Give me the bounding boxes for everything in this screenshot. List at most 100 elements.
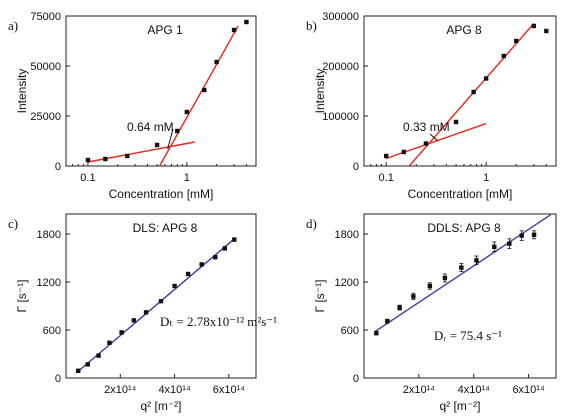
annotation-text: 0.64 mM: [127, 120, 174, 134]
x-axis-label: Concentration [mM]: [408, 187, 513, 201]
plot-frame: [65, 15, 257, 167]
data-point: [531, 232, 537, 237]
data-point: [158, 299, 164, 304]
data-point: [427, 283, 433, 289]
y-tick-label: 1200: [37, 277, 61, 289]
data-point: [154, 142, 160, 148]
data-point: [232, 237, 237, 242]
data-point: [107, 340, 112, 345]
panel-title: DLS: APG 8: [133, 221, 198, 235]
fit-line: [158, 25, 239, 167]
data-point: [459, 265, 464, 270]
chart-panel-1: 0.1 1 0 25000 50000 75000 a) APG 1 Concentration…: [8, 11, 257, 201]
x-tick-label: 1: [184, 172, 190, 184]
data-point: [103, 156, 108, 162]
data-point: [85, 362, 90, 367]
plot-frame: [363, 15, 557, 167]
data-point: [172, 283, 177, 289]
chart-panel-4: 2x10¹⁴ 4x10¹⁴ 6x10¹⁴ 0 600 1200 1800 d) DDLS: AP…: [306, 213, 557, 413]
data-point: [514, 38, 519, 44]
data-point: [199, 262, 204, 267]
annotation-leader: [429, 133, 439, 142]
panel-label: a): [8, 18, 18, 33]
panel-title: APG 1: [147, 23, 183, 37]
y-tick-label: 100000: [322, 111, 359, 123]
data-point: [214, 59, 219, 65]
x-axis-label: Concentration [mM]: [109, 187, 214, 201]
data-point: [244, 19, 249, 25]
y-tick-label: 50000: [30, 61, 61, 73]
data-point: [501, 53, 506, 59]
y-tick-label: 1200: [335, 277, 359, 289]
data-point: [474, 258, 479, 263]
chart-panel-3: 2x10¹⁴ 4x10¹⁴ 6x10¹⁴ 0 600 1200 1800 c) DLS: APG…: [8, 213, 277, 413]
x-tick-label: 2x10¹⁴: [104, 384, 137, 396]
y-axis-label: Intensity: [313, 69, 327, 114]
data-point: [471, 89, 476, 95]
y-tick-label: 25000: [30, 111, 61, 123]
fit-line: [76, 238, 235, 373]
data-point: [411, 294, 416, 299]
x-tick-label: 0.1: [80, 172, 95, 184]
y-axis-label: Γ [s⁻¹]: [313, 280, 327, 313]
y-tick-label: 300000: [322, 11, 359, 23]
y-tick-label: 75000: [30, 11, 61, 23]
data-point: [519, 233, 524, 238]
annotation-leader: [167, 128, 174, 150]
y-tick-label: 0: [55, 373, 61, 385]
annotation-text: Dₜ = 2.78x10⁻¹² m²s⁻¹: [160, 314, 277, 329]
data-point: [119, 330, 124, 335]
data-point: [231, 27, 237, 33]
data-point: [96, 353, 101, 358]
x-tick-label: 4x10¹⁴: [158, 384, 191, 396]
data-point: [213, 255, 218, 260]
fit-line: [408, 23, 535, 167]
data-point: [383, 153, 389, 159]
data-point: [125, 153, 130, 159]
panel-title: DDLS: APG 8: [427, 221, 501, 235]
x-tick-label: 2x10¹⁴: [403, 384, 436, 396]
data-point: [453, 119, 459, 125]
y-tick-label: 0: [353, 373, 359, 385]
plot-frame: [65, 213, 257, 379]
y-tick-label: 200000: [322, 61, 359, 73]
data-point: [374, 331, 379, 336]
data-point: [483, 76, 489, 81]
data-point: [423, 141, 429, 146]
y-tick-label: 600: [341, 325, 359, 337]
x-tick-label: 0.1: [379, 172, 394, 184]
y-tick-label: 0: [353, 161, 359, 173]
x-tick-label: 6x10¹⁴: [512, 384, 545, 396]
data-point: [385, 319, 390, 324]
chart-panel-2: 0.1 1 0 100000 200000 300000 b) APG 8 Concentrat…: [306, 11, 557, 201]
annotation-text: Dᵣ = 75.4 s⁻¹: [434, 328, 502, 343]
data-point: [131, 318, 137, 323]
data-point: [401, 149, 406, 155]
data-point: [202, 87, 207, 93]
y-tick-label: 600: [43, 325, 61, 337]
panel-label: c): [8, 216, 18, 231]
data-point: [507, 241, 512, 246]
x-tick-label: 4x10¹⁴: [458, 384, 491, 396]
x-tick-label: 1: [483, 172, 489, 184]
panel-label: d): [306, 216, 317, 231]
data-point: [185, 271, 191, 277]
data-point: [492, 244, 497, 249]
annotation-text: 0.33 mM: [403, 120, 450, 134]
x-axis-label: q² [m⁻²]: [440, 399, 481, 413]
panel-label: b): [306, 18, 317, 33]
y-axis-label: Γ [s⁻¹]: [15, 280, 29, 313]
y-tick-label: 1800: [37, 229, 61, 241]
y-tick-label: 1800: [335, 229, 359, 241]
data-point: [222, 246, 227, 251]
data-point: [184, 109, 190, 115]
data-point: [531, 23, 537, 29]
x-axis-label: q² [m⁻²]: [141, 399, 182, 413]
panel-title: APG 8: [446, 23, 482, 37]
data-point: [143, 310, 149, 315]
data-point: [397, 305, 402, 310]
y-axis-label: Intensity: [15, 69, 29, 114]
data-point: [85, 157, 91, 163]
data-point: [76, 368, 81, 373]
